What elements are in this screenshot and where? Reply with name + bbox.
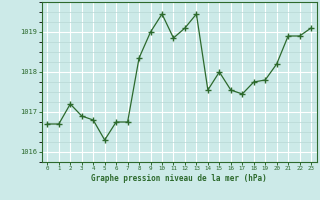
X-axis label: Graphe pression niveau de la mer (hPa): Graphe pression niveau de la mer (hPa) bbox=[91, 174, 267, 183]
